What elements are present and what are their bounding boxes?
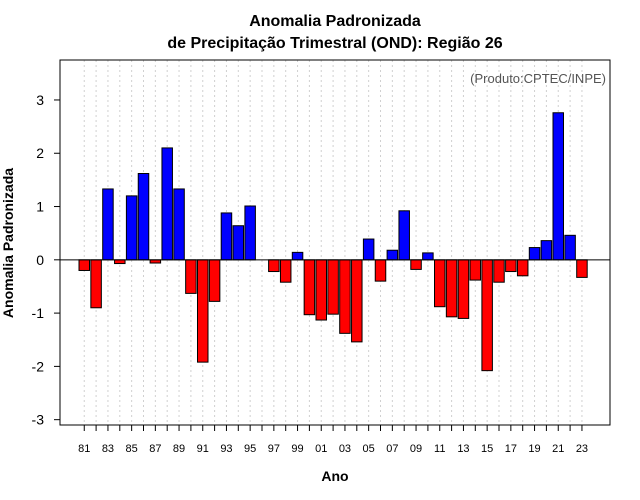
x-tick-label: 15 (481, 443, 493, 455)
bar-10 (422, 252, 434, 261)
bar-03 (339, 259, 351, 334)
bar-95 (244, 205, 256, 261)
bar-16 (493, 259, 505, 283)
bar-91 (197, 259, 209, 363)
bar-12 (445, 259, 458, 318)
bar-04 (351, 259, 363, 343)
y-axis-title: Anomalia Padronizada (0, 168, 16, 318)
bar-89 (173, 188, 185, 261)
bar-20 (540, 240, 553, 261)
x-tick-label: 13 (457, 443, 469, 455)
x-tick-label: 23 (576, 443, 588, 455)
x-tick-label: 05 (363, 443, 375, 455)
x-tick-label: 89 (173, 443, 185, 455)
y-axis: -3 -2 -1 0 1 2 3 (32, 92, 60, 428)
bar-94 (232, 225, 245, 261)
gridlines (83, 60, 583, 425)
bar-93 (220, 212, 233, 261)
x-tick-label: 95 (244, 443, 256, 455)
bar-86 (137, 173, 150, 261)
y-tick-label: -3 (32, 412, 45, 428)
x-tick-label: 93 (220, 443, 232, 455)
bar-01 (315, 259, 327, 321)
bar-07 (386, 249, 399, 261)
bar-82 (90, 259, 102, 309)
bar-18 (516, 259, 529, 277)
y-tick-label: 0 (36, 252, 44, 268)
x-tick-label: 91 (197, 443, 209, 455)
bar-13 (457, 259, 470, 319)
y-tick-label: 2 (36, 145, 44, 161)
bar-14 (469, 259, 482, 281)
bar-19 (528, 247, 541, 261)
x-tick-label: 99 (291, 443, 303, 455)
bar-06 (374, 259, 387, 282)
x-tick-label: 17 (505, 443, 517, 455)
x-tick-label: 09 (410, 443, 422, 455)
bar-81 (78, 259, 90, 271)
bar-85 (125, 195, 138, 261)
plot-frame (59, 59, 611, 426)
x-tick-label: 01 (315, 443, 327, 455)
bar-22 (564, 234, 576, 261)
bar-88 (161, 147, 173, 261)
bar-15 (481, 259, 493, 372)
bar-21 (552, 112, 564, 261)
chart-subtitle: de Precipitação Trimestral (OND): Região… (167, 35, 502, 52)
bar-11 (434, 259, 446, 308)
x-tick-label: 97 (268, 443, 280, 455)
source-annotation: (Produto:CPTEC/INPE) (470, 71, 606, 86)
bar-83 (102, 188, 114, 261)
x-tick-label: 03 (339, 443, 351, 455)
bar-00 (303, 259, 316, 316)
x-tick-label: 87 (149, 443, 161, 455)
x-tick-label: 19 (528, 443, 540, 455)
bar-17 (505, 259, 517, 273)
x-tick-label: 21 (552, 443, 564, 455)
x-axis: 81 83 85 87 89 91 93 95 97 99 01 03 05 07 09 11 13 15 17 19… (78, 425, 588, 455)
x-tick-label: 07 (386, 443, 398, 455)
bar-99 (291, 251, 304, 261)
x-tick-label: 11 (434, 443, 445, 455)
bar-92 (208, 259, 221, 302)
chart-title: Anomalia Padronizada (249, 13, 421, 30)
y-tick-label: 1 (36, 199, 44, 215)
x-tick-label: 83 (102, 443, 114, 455)
bar-08 (398, 210, 410, 261)
bar-09 (410, 259, 422, 270)
bar-98 (279, 259, 292, 283)
x-axis-title: Ano (321, 468, 348, 484)
bar-84 (114, 259, 126, 265)
bar-05 (362, 238, 375, 261)
bar-23 (576, 259, 588, 278)
bar-02 (327, 259, 339, 315)
x-tick-label: 85 (126, 443, 138, 455)
y-tick-label: -2 (32, 358, 45, 374)
y-tick-label: 3 (36, 92, 44, 108)
x-tick-label: 81 (78, 443, 90, 455)
bars (78, 112, 588, 372)
y-tick-label: -1 (32, 305, 45, 321)
bar-90 (185, 259, 197, 294)
bar-97 (268, 259, 280, 273)
